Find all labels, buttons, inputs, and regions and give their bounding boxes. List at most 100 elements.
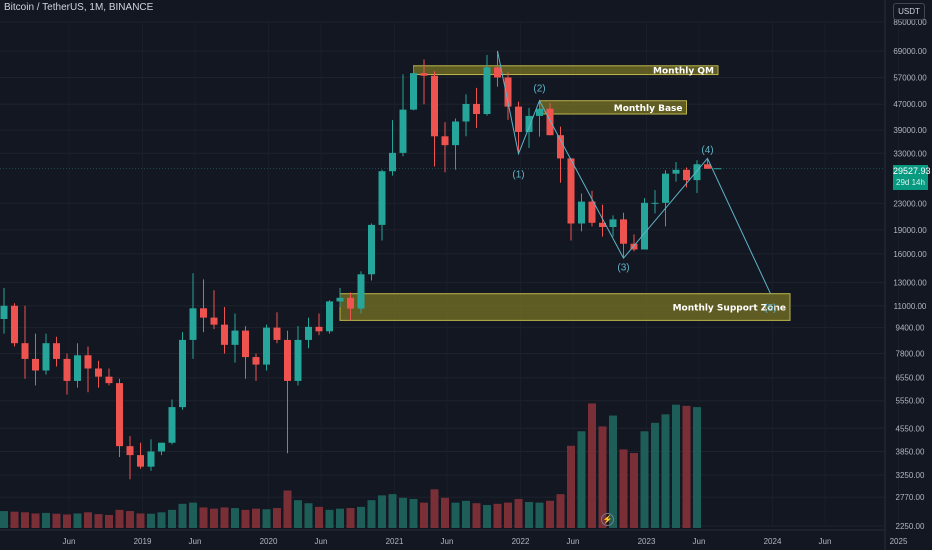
- candle-body: [452, 121, 459, 146]
- x-tick-label: 2021: [386, 537, 404, 546]
- candle-body: [515, 106, 522, 132]
- zones: Monthly QM Monthly Base Monthly Support Zo…: [339, 65, 791, 321]
- volume-bar: [252, 508, 260, 528]
- volume-bar: [94, 514, 103, 528]
- y-tick-label: 2250.00: [896, 522, 925, 531]
- volume-bars: [0, 403, 701, 528]
- volume-bar: [189, 502, 197, 528]
- y-tick-label: 39000.00: [893, 126, 927, 135]
- candle-body: [242, 330, 249, 358]
- candle-body: [609, 219, 617, 228]
- y-tick-label: 23000.00: [893, 199, 927, 208]
- last-price-value: 29527.93: [893, 166, 931, 176]
- candle-body: [53, 343, 60, 359]
- volume-bar: [147, 513, 155, 528]
- x-tick-label: Jun: [693, 537, 706, 546]
- candle-body: [567, 158, 575, 224]
- candle-body: [189, 308, 197, 340]
- zone-label: Monthly Support Zone: [673, 304, 786, 314]
- volume-bar: [126, 511, 134, 528]
- candle-body: [21, 343, 29, 359]
- symbol-header: Bitcoin / TetherUS, 1M, BINANCE: [4, 2, 154, 13]
- wave-label: (1): [512, 170, 524, 181]
- volume-bar: [283, 490, 292, 528]
- volume-bar: [640, 431, 649, 528]
- candle-body: [462, 103, 470, 122]
- candle-body: [431, 75, 438, 137]
- volume-bar: [0, 511, 8, 528]
- candle-body: [284, 339, 291, 381]
- volume-bar: [325, 509, 334, 528]
- x-tick-label: 2022: [512, 537, 530, 546]
- lightning-icon[interactable]: ⚡: [601, 513, 614, 526]
- y-tick-label: 85000.00: [893, 18, 927, 27]
- volume-bar: [21, 512, 29, 528]
- candle-body: [305, 326, 312, 340]
- volume-bar: [472, 503, 481, 528]
- y-tick-label: 6550.00: [896, 374, 925, 383]
- volume-bar: [630, 453, 638, 528]
- wave-path: [497, 50, 771, 294]
- y-tick-label: 5550.00: [896, 397, 925, 406]
- volume-bar: [462, 500, 470, 528]
- x-tick-label: 2019: [134, 537, 152, 546]
- x-tick-label: 2020: [260, 537, 278, 546]
- x-tick-label: Jun: [189, 537, 202, 546]
- volume-bar: [63, 514, 71, 528]
- volume-bar: [273, 508, 281, 528]
- candle-body: [158, 442, 165, 452]
- volume-bar: [84, 512, 92, 528]
- volume-bar: [367, 500, 376, 528]
- candle-body: [32, 358, 39, 371]
- volume-bar: [241, 509, 250, 528]
- candle-body: [473, 103, 480, 115]
- candle-body: [126, 446, 134, 456]
- candle-body: [599, 222, 606, 228]
- candle-body: [179, 339, 186, 408]
- x-tick-label: Jun: [819, 537, 832, 546]
- zone-box: [339, 293, 791, 321]
- candle-body: [641, 202, 648, 250]
- volume-bar: [336, 508, 344, 528]
- volume-bar: [73, 513, 82, 528]
- volume-bar: [525, 502, 533, 528]
- candles: [0, 50, 722, 480]
- elliott-wave-lines: (1) (2) (3) (4) (5): [497, 50, 777, 314]
- candle-body: [494, 67, 501, 78]
- candle-body: [389, 152, 396, 172]
- candle-body: [504, 77, 512, 107]
- candle-body: [84, 355, 92, 369]
- zone-label: Monthly Base: [614, 104, 683, 114]
- volume-bar: [42, 512, 50, 528]
- volume-bar: [378, 495, 386, 528]
- volume-bar: [210, 508, 218, 528]
- candle-body: [410, 73, 417, 110]
- candle-body: [357, 274, 365, 309]
- candle-body: [546, 108, 554, 136]
- candle-body: [210, 317, 218, 325]
- volume-bar: [483, 505, 491, 528]
- candle-body: [662, 173, 669, 203]
- candle-body: [483, 67, 491, 115]
- volume-bar: [399, 497, 407, 528]
- currency-button[interactable]: USDT: [893, 3, 925, 20]
- candle-body: [137, 455, 144, 467]
- y-tick-label: 57000.00: [893, 73, 927, 82]
- volume-bar: [609, 415, 617, 528]
- candle-body: [441, 136, 449, 146]
- candle-body: [168, 407, 176, 443]
- x-tick-label: 2025: [890, 537, 908, 546]
- y-tick-label: 7800.00: [896, 349, 925, 358]
- wave-label: (3): [617, 262, 629, 273]
- candle-body: [231, 330, 239, 345]
- y-tick-label: 11000.00: [894, 302, 927, 311]
- volume-bar: [420, 502, 428, 528]
- volume-bar: [262, 509, 271, 528]
- volume-bar: [115, 509, 124, 528]
- x-tick-label: Jun: [315, 537, 328, 546]
- volume-bar: [220, 507, 229, 528]
- candle-body: [63, 358, 71, 381]
- candle-body: [221, 324, 228, 345]
